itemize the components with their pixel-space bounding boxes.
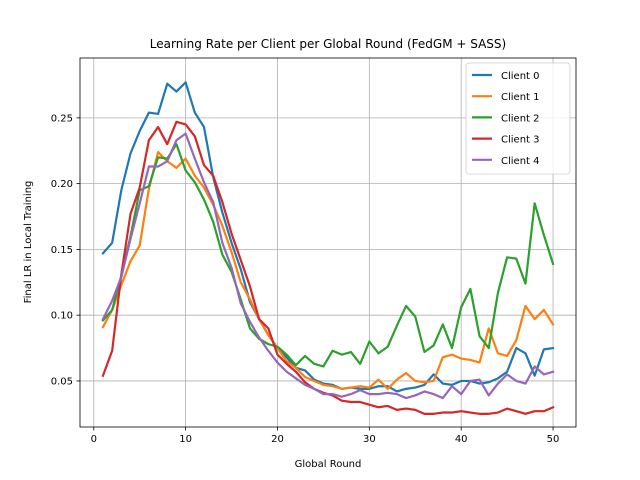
chart-title: Learning Rate per Client per Global Roun… (150, 37, 506, 51)
legend-label-client-2: Client 2 (501, 113, 540, 124)
legend-label-client-1: Client 1 (501, 92, 540, 103)
y-tick-label: 0.10 (51, 311, 73, 322)
y-tick-label: 0.25 (51, 113, 73, 124)
x-tick-label: 20 (271, 434, 284, 445)
y-tick-label: 0.15 (51, 245, 73, 256)
legend: Client 0 Client 1 Client 2 Client 3 Client 4 (465, 62, 571, 175)
plot-frame (79, 57, 577, 428)
x-tick-label: 30 (363, 434, 376, 445)
x-tick-label: 0 (91, 434, 97, 445)
x-tick-label: 10 (179, 434, 192, 445)
series-line-client-0 (101, 81, 555, 393)
series-line-client-1 (101, 150, 555, 390)
x-tick-label: 40 (455, 434, 468, 445)
legend-box (465, 62, 571, 175)
legend-label-client-3: Client 3 (501, 135, 540, 146)
series-line-client-4 (101, 132, 555, 400)
y-tick-label: 0.05 (51, 376, 73, 387)
x-axis: 0 10 20 30 40 50 (91, 427, 560, 445)
legend-label-client-0: Client 0 (501, 71, 540, 82)
series-lines (101, 81, 555, 415)
series-line-client-2 (101, 143, 555, 368)
y-axis: 0.05 0.10 0.15 0.20 0.25 (51, 113, 80, 387)
y-axis-label: Final LR in Local Training (23, 181, 34, 304)
y-tick-label: 0.20 (51, 179, 73, 190)
legend-label-client-4: Client 4 (501, 156, 540, 167)
x-axis-label: Global Round (295, 459, 362, 470)
x-tick-label: 50 (547, 434, 560, 445)
